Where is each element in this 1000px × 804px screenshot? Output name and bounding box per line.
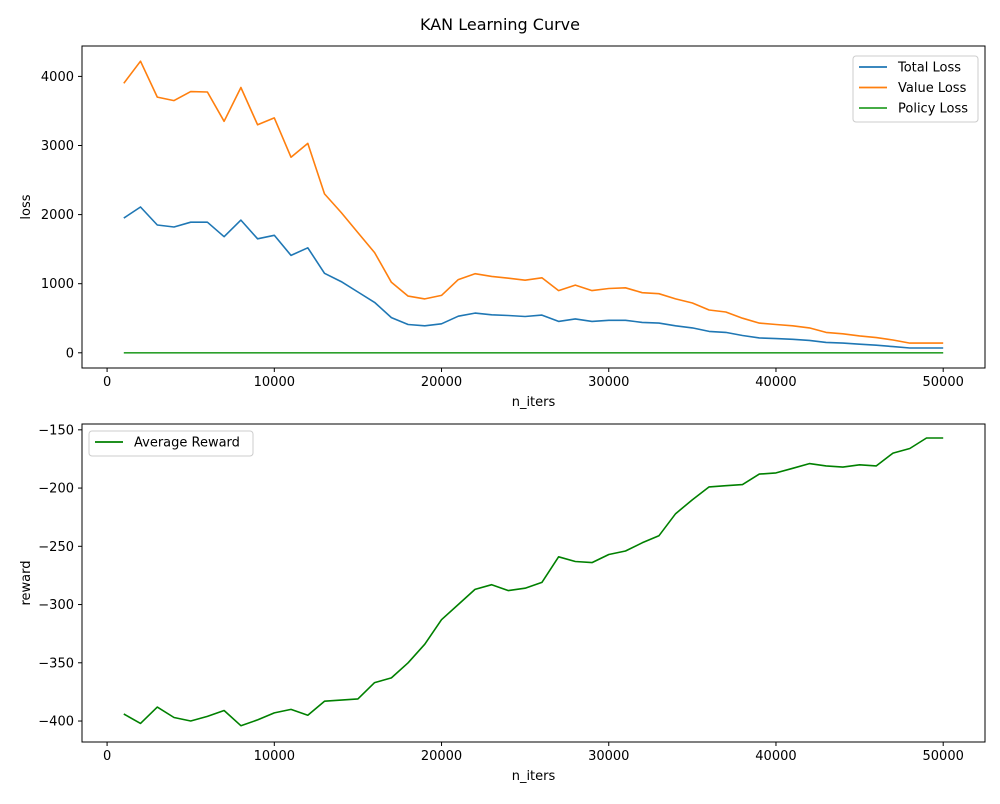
y-tick-label: −150 — [38, 423, 74, 438]
legend-box — [88, 430, 254, 457]
x-tick-label: 40000 — [755, 749, 796, 764]
x-axis-label: n_iters — [512, 769, 556, 784]
series-line-average-reward — [123, 437, 944, 727]
x-tick-label: 50000 — [923, 749, 964, 764]
y-tick-label: 4000 — [41, 70, 74, 85]
loss-panel: 0 10000 20000 30000 40000 50000 0 1000 2000 3000 4… — [19, 45, 986, 410]
legend-entry: Value Loss — [898, 81, 967, 96]
y-tick-label: 0 — [66, 346, 74, 361]
legend: Average Reward — [88, 430, 254, 457]
legend-entry: Average Reward — [134, 436, 240, 451]
plot-frame — [81, 423, 986, 743]
y-axis-label: reward — [19, 560, 34, 605]
y-tick-label: −400 — [38, 715, 74, 730]
x-tick-label: 20000 — [421, 375, 462, 390]
y-tick-label: 2000 — [41, 208, 74, 223]
legend: Total Loss Value Loss Policy Loss — [852, 55, 979, 123]
x-axis-label: n_iters — [512, 395, 556, 410]
y-tick-label: −200 — [38, 482, 74, 497]
x-tick-label: 30000 — [588, 375, 629, 390]
y-tick-label: −300 — [38, 598, 74, 613]
plot-frame — [81, 45, 986, 369]
y-tick-label: −250 — [38, 540, 74, 555]
x-tick-label: 30000 — [588, 749, 629, 764]
series-line-value-loss — [123, 60, 944, 344]
legend-entry: Total Loss — [897, 61, 961, 76]
reward-panel: 0 10000 20000 30000 40000 50000 −400 −350 −300 −2… — [19, 423, 986, 784]
x-tick-label: 20000 — [421, 749, 462, 764]
y-axis-label: loss — [19, 194, 34, 219]
legend-box — [852, 55, 979, 123]
x-tick-label: 10000 — [254, 375, 295, 390]
y-tick-label: 1000 — [41, 277, 74, 292]
x-tick-label: 0 — [103, 375, 111, 390]
y-tick-label: 3000 — [41, 139, 74, 154]
series-line-total-loss — [123, 206, 944, 349]
y-tick-label: −350 — [38, 656, 74, 671]
x-tick-label: 10000 — [254, 749, 295, 764]
x-tick-label: 50000 — [923, 375, 964, 390]
x-tick-label: 40000 — [755, 375, 796, 390]
figure-title: KAN Learning Curve — [420, 15, 580, 34]
legend-entry: Policy Loss — [898, 102, 968, 117]
x-tick-label: 0 — [103, 749, 111, 764]
